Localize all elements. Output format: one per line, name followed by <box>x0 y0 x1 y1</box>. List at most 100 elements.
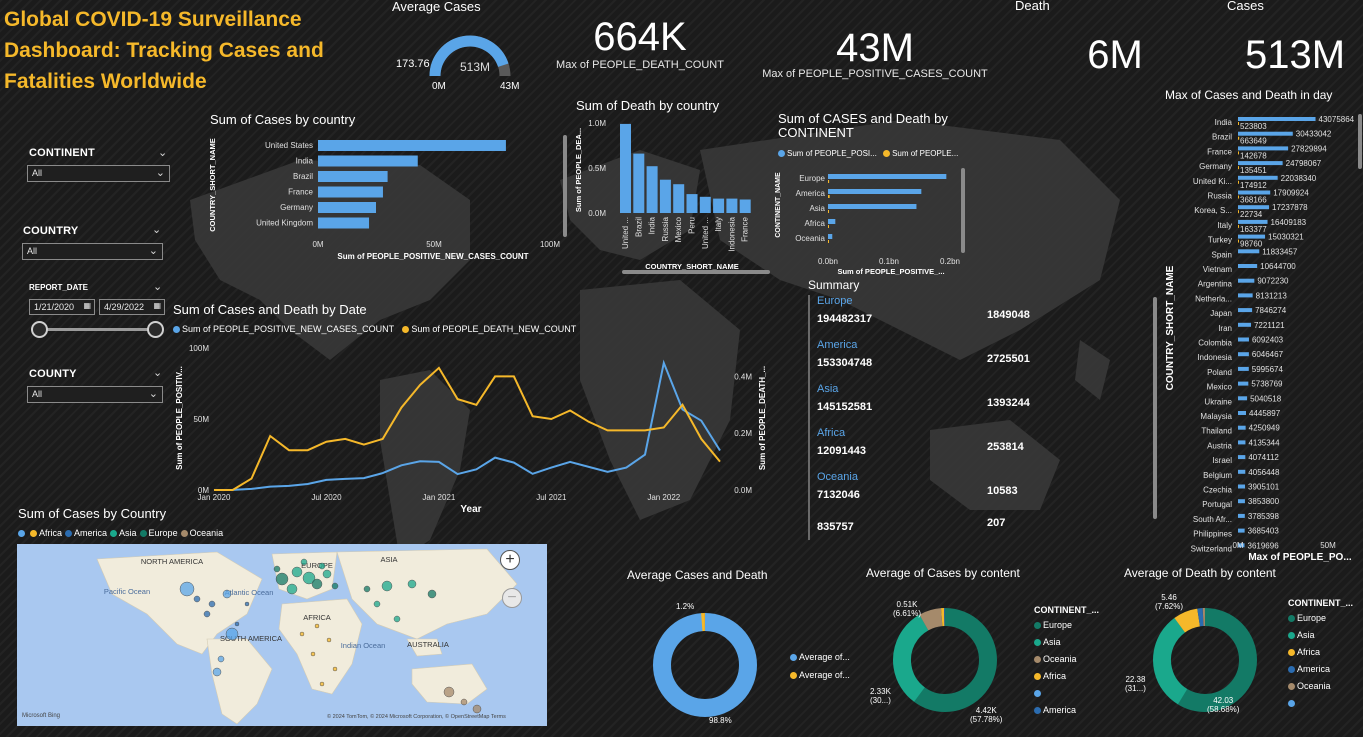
bar <box>1238 264 1258 268</box>
bar <box>1238 528 1245 533</box>
legend-dot <box>173 326 180 334</box>
bar <box>1238 239 1239 243</box>
legend-item[interactable]: America <box>1034 702 1077 719</box>
legend-label: Oceania <box>1043 654 1077 664</box>
bar <box>1238 499 1245 504</box>
summary-table[interactable]: Europe 194482317 1849048 America 153304748 27… <box>808 295 1053 540</box>
chevron-down-icon[interactable]: ⌄ <box>152 224 162 236</box>
map-bubble <box>443 686 455 698</box>
continent-slicer-label: CONTINENT <box>29 147 95 159</box>
continent-dropdown[interactable]: All ⌄ <box>27 165 170 182</box>
bar <box>828 225 829 228</box>
donut1-small-label: 1.2% <box>676 602 695 611</box>
summary-cases: 12091443 <box>817 445 866 457</box>
report-date-label: REPORT_DATE <box>29 283 88 292</box>
legend-item[interactable]: Europe <box>1288 610 1331 627</box>
map-label: NORTH AMERICA <box>141 557 203 566</box>
legend-dot <box>1288 632 1295 640</box>
chevron-down-icon[interactable]: ⌄ <box>153 281 163 293</box>
scrollbar <box>622 270 770 274</box>
legend-item[interactable]: Oceania <box>1034 651 1077 668</box>
legend-dot <box>778 150 785 158</box>
y-tick-label: Israel <box>1212 456 1232 465</box>
x-tick-label: Indonesia <box>727 216 736 251</box>
map-bubble <box>427 589 437 599</box>
x-axis-label: Sum of PEOPLE_POSITIVE_NEW_CASES_COUNT <box>337 252 528 261</box>
county-dropdown[interactable]: All ⌄ <box>27 386 163 403</box>
legend-item[interactable]: Europe <box>1034 617 1077 634</box>
kpi-max-cases-label: Max of PEOPLE_POSITIVE_CASES_COUNT <box>762 68 988 80</box>
y-tick-label: United Kingdom <box>256 219 313 228</box>
country-dropdown[interactable]: All ⌄ <box>22 243 163 260</box>
date-slider-end-handle[interactable] <box>147 321 164 338</box>
legend-item[interactable] <box>1034 685 1077 702</box>
legend-item[interactable]: Africa <box>1034 668 1077 685</box>
slice-europe <box>893 608 997 712</box>
map-landmass <box>411 663 488 705</box>
y-tick-label: United Ki... <box>1193 177 1232 186</box>
y-axis-label: COUNTRY_SHORT_NAME <box>208 138 217 231</box>
x-tick-label: India <box>648 216 657 234</box>
map-attribution[interactable]: © 2024 TomTom, © 2024 Microsoft Corporat… <box>327 714 506 720</box>
date-slider-start-handle[interactable] <box>31 321 48 338</box>
data-label: 15030321 <box>1268 233 1304 242</box>
map-canvas[interactable]: NORTH AMERICA EUROPE ASIA AFRICA SOUTH AMERI… <box>17 544 547 726</box>
bar <box>659 179 671 213</box>
slice-europe <box>1153 608 1257 712</box>
bar <box>633 153 645 213</box>
chevron-down-icon[interactable]: ⌄ <box>158 147 168 159</box>
map-bubble <box>291 566 303 578</box>
x-tick-label: Jul 2021 <box>536 493 567 502</box>
donut1-title: Average Cases and Death <box>627 568 768 582</box>
legend-label: Africa <box>39 528 63 538</box>
legend-dot <box>1288 649 1295 657</box>
continent-chart-title: Sum of CASES and Death by CONTINENT <box>778 111 948 140</box>
legend-item[interactable]: Africa <box>1288 644 1331 661</box>
end-date-input[interactable]: 4/29/2022 ▦ <box>99 299 165 315</box>
map-bubble <box>381 580 393 592</box>
zoom-out-button[interactable]: − <box>502 588 522 608</box>
slice-africa <box>1153 608 1257 712</box>
max-day-title: Max of Cases and Death in day <box>1165 88 1333 102</box>
map-bubble <box>179 581 195 597</box>
y-tick-label: Korea, S... <box>1194 206 1232 215</box>
x-tick-label: 50M <box>1320 541 1336 550</box>
summary-cases: 835757 <box>817 521 854 533</box>
data-label: 3785398 <box>1248 512 1280 521</box>
legend-item[interactable]: Oceania <box>1288 678 1331 695</box>
y-tick-label: India <box>296 157 314 166</box>
summary-deaths: 1393244 <box>987 397 1030 409</box>
legend-item[interactable]: Asia <box>1288 627 1331 644</box>
date-chart-title: Sum of Cases and Death by Date <box>173 302 367 317</box>
date-slider-track[interactable] <box>39 328 157 331</box>
scrollbar[interactable] <box>1153 297 1157 519</box>
bar <box>1238 425 1246 430</box>
legend-item[interactable]: America <box>1288 661 1331 678</box>
y-tick-label: Mexico <box>1207 383 1233 392</box>
data-label: 174912 <box>1240 181 1267 190</box>
legend-label: Africa <box>1043 671 1067 681</box>
cases-map[interactable]: NORTH AMERICA EUROPE ASIA AFRICA SOUTH AMERI… <box>17 544 547 726</box>
slice-asia <box>893 608 997 712</box>
bar <box>318 155 418 167</box>
donut2-label-asia: 2.33K (30...) <box>870 687 891 705</box>
legend-dot <box>1034 622 1041 630</box>
bar <box>1238 190 1271 195</box>
map-label: SOUTH AMERICA <box>220 634 282 643</box>
zoom-in-button[interactable]: + <box>500 550 520 570</box>
start-date-input[interactable]: 1/21/2020 ▦ <box>29 299 95 315</box>
x-tick-label: 0.2bn <box>940 257 960 266</box>
y-tick-label: Italy <box>1217 221 1232 230</box>
x-axis-label: Sum of PEOPLE_POSITIVE_... <box>837 267 944 276</box>
legend-item[interactable] <box>1288 695 1331 712</box>
x-tick-label: Italy <box>714 217 723 232</box>
legend-label: Europe <box>1043 620 1073 630</box>
legend-item[interactable]: Asia <box>1034 634 1077 651</box>
bar <box>828 204 917 209</box>
x-tick-label: Jan 2021 <box>422 493 455 502</box>
data-label: 3619696 <box>1248 541 1280 550</box>
bing-logo: Microsoft Bing <box>22 713 61 719</box>
legend-dot <box>1034 707 1041 715</box>
legend-label: Oceania <box>1297 681 1331 691</box>
chevron-down-icon[interactable]: ⌄ <box>153 367 163 379</box>
